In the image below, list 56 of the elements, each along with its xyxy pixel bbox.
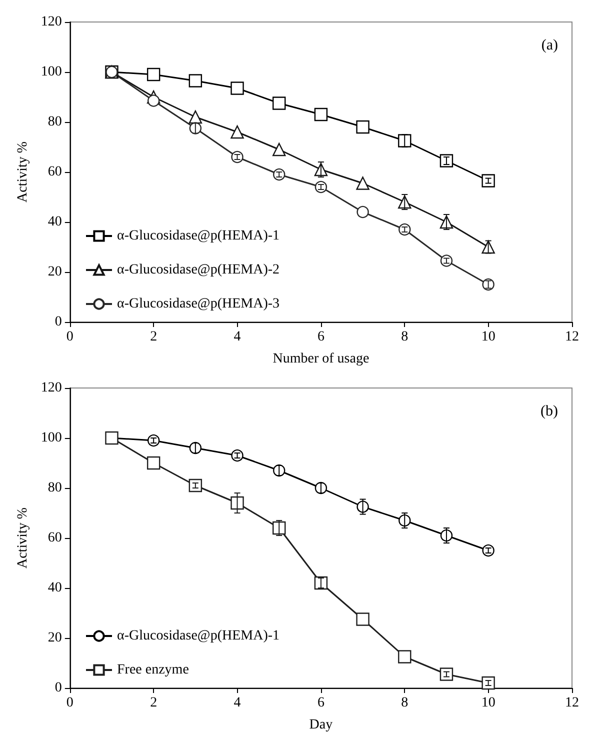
x-tick-label: 6 [317,330,324,344]
y-tick-label: 120 [40,14,62,30]
x-tick-label: 0 [66,330,74,344]
y-tick-label: 100 [40,430,62,446]
point [356,176,370,190]
y-tick-label: 20 [48,264,62,280]
x-tick-label: 2 [150,696,158,710]
y-tick-label: 60 [48,164,62,180]
legend-label: α-Glucosidase@p(HEMA)-3 [117,296,280,312]
x-tick-label: 2 [150,330,158,344]
y-tick-label: 20 [48,630,62,646]
annotation: (a) [541,38,558,54]
point [188,110,202,124]
point [272,96,286,110]
point [230,82,244,95]
x-tick-label: 6 [317,696,324,710]
y-tick-label: 80 [48,114,62,130]
y-tick-label: 80 [48,480,62,496]
point [230,496,244,510]
legend-label: Free enzyme [117,662,189,678]
x-tick-label: 4 [234,696,241,710]
annotation: (b) [540,404,558,420]
y-tick-label: 100 [40,64,62,80]
point [272,521,286,535]
point [398,650,412,664]
y-tick-label: 0 [54,314,62,330]
legend-label: α-Glucosidase@p(HEMA)-1 [117,228,280,244]
x-axis-title: Day [309,718,333,732]
legend-label: α-Glucosidase@p(HEMA)-2 [117,262,280,278]
x-tick-label: 10 [481,330,496,344]
point [356,206,369,218]
x-tick-label: 0 [66,696,74,710]
point [314,108,328,122]
x-tick-label: 8 [401,696,408,710]
point [146,68,160,82]
x-tick-label: 4 [234,330,241,344]
y-tick-label: 120 [40,380,62,396]
y-tick-label: 40 [48,580,62,596]
point [272,142,286,156]
legend-label: α-Glucosidase@p(HEMA)-1 [117,628,280,644]
point [147,94,160,107]
y-tick-label: 60 [48,530,62,546]
x-tick-label: 8 [401,330,408,344]
point [230,125,244,139]
y-axis-title: Activity % [16,507,30,569]
point [188,74,202,88]
x-axis-title: Number of usage [272,352,370,366]
y-axis-title: Activity % [16,141,30,203]
y-tick-label: 0 [54,680,62,696]
x-tick-label: 12 [565,696,579,710]
y-tick-label: 40 [48,214,62,230]
point [356,120,370,134]
x-tick-label: 10 [481,696,496,710]
point [146,456,160,470]
point [356,612,370,626]
x-tick-label: 12 [565,330,579,344]
